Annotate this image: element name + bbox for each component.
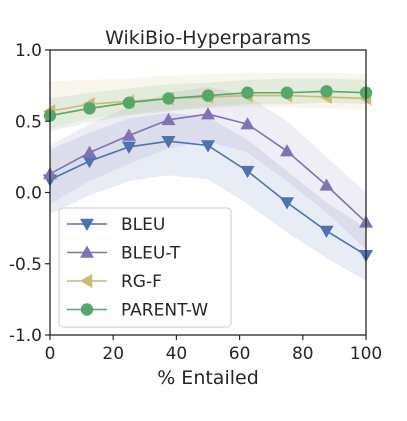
point-parent-w [122, 96, 136, 109]
legend-label-bleu: BLEU [121, 215, 165, 235]
y-tick-label: -1.0 [9, 326, 42, 346]
y-tick-label: 0.0 [15, 184, 42, 204]
point-bleu [319, 225, 334, 238]
legend-label-rg-f: RG-F [121, 272, 162, 292]
x-tick-label: 0 [45, 344, 56, 364]
point-parent-w [241, 86, 254, 99]
point-parent-w [83, 102, 96, 115]
point-bleu [280, 197, 294, 210]
band-bleu [50, 112, 366, 281]
x-tick-label: 80 [292, 344, 314, 364]
legend: BLEU BLEU-T RG-F PARENT-W [58, 207, 232, 328]
point-parent-w [280, 86, 294, 99]
x-tick-label: 60 [229, 344, 251, 364]
legend-marker-rg-f [80, 274, 93, 288]
legend-label-bleu-t: BLEU-T [121, 244, 181, 264]
y-tick-label: -0.5 [9, 255, 42, 275]
x-tick-label: 40 [166, 344, 188, 364]
legend-label-parent-w: PARENT-W [121, 301, 208, 321]
point-bleu [201, 140, 215, 153]
point-parent-w [320, 85, 333, 98]
y-axis-ticks: 1.0 0.5 0.0 -0.5 -1.0 [9, 41, 50, 346]
x-axis-ticks: 0 20 40 60 80 100 [45, 335, 382, 364]
legend-marker-parent-w [80, 303, 94, 316]
point-bleu-t [161, 112, 176, 126]
point-bleu [82, 155, 97, 169]
point-bleu-t [82, 145, 97, 158]
point-bleu [122, 141, 136, 154]
legend-items: BLEU BLEU-T RG-F PARENT-W [67, 215, 208, 321]
legend-marker-bleu [80, 218, 94, 231]
x-tick-label: 100 [350, 344, 382, 364]
chart-title: WikiBio-Hyperparams [105, 27, 311, 49]
point-parent-w [162, 92, 175, 105]
y-tick-label: 1.0 [15, 41, 42, 61]
legend-marker-bleu-t [80, 245, 94, 258]
point-bleu-t [280, 144, 294, 157]
x-axis-label: % Entailed [157, 367, 259, 389]
band-bleu-t [50, 87, 366, 250]
x-tick-label: 20 [102, 344, 124, 364]
point-bleu-t [240, 117, 255, 130]
legend-box [58, 207, 232, 328]
point-bleu-t [201, 107, 215, 120]
point-bleu [240, 165, 255, 179]
point-bleu [161, 135, 176, 149]
y-tick-label: 0.5 [15, 112, 42, 132]
point-parent-w [201, 89, 215, 102]
series-markers [43, 85, 373, 263]
point-bleu-t [319, 178, 334, 191]
point-bleu-t [122, 128, 136, 141]
